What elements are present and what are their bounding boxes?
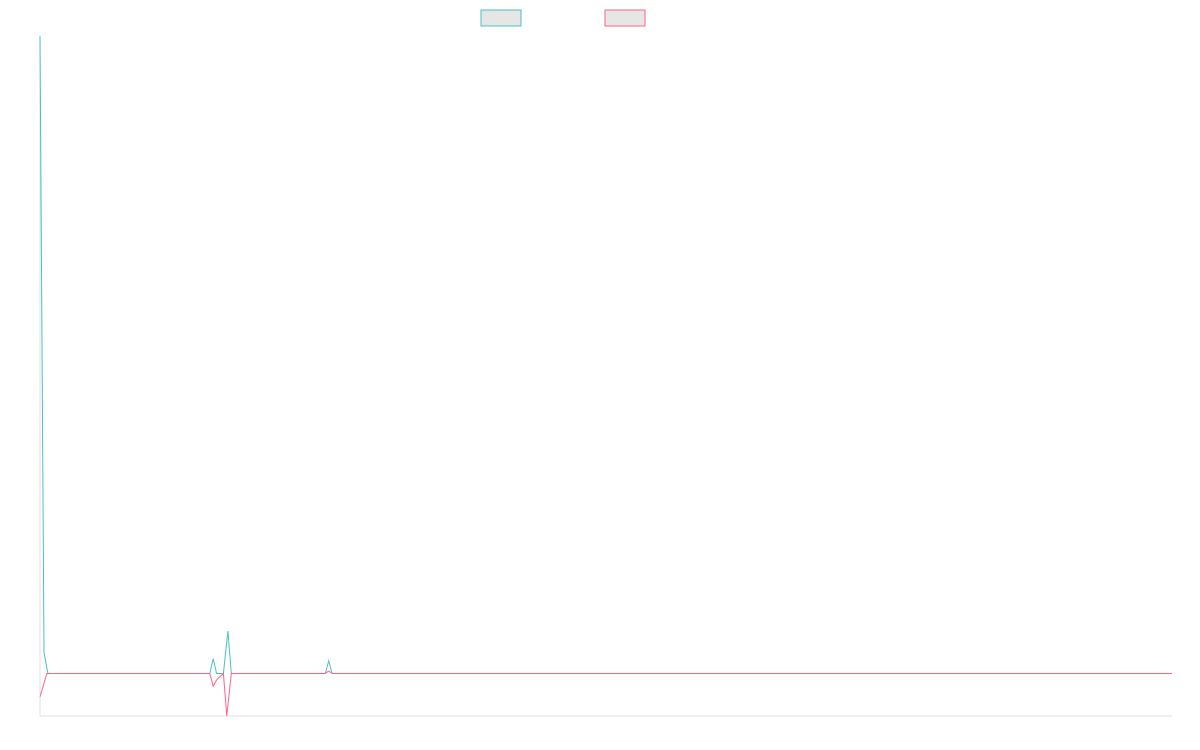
series-layer bbox=[39, 35, 1172, 717]
legend-swatch-series-1[interactable] bbox=[480, 9, 522, 27]
series-line-2 bbox=[39, 670, 1172, 717]
legend-swatch-series-2[interactable] bbox=[604, 9, 646, 27]
legend bbox=[480, 9, 646, 27]
series-line-1 bbox=[39, 35, 1172, 674]
plot-area bbox=[39, 35, 1172, 717]
